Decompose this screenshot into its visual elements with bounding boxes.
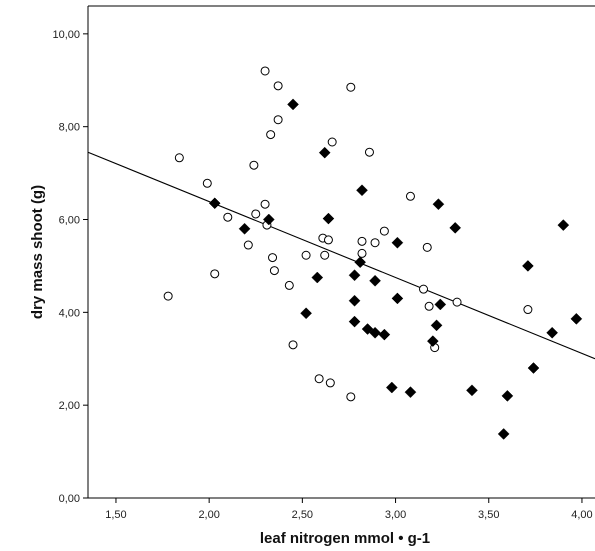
y-tick-label: 4,00 (59, 307, 80, 319)
open-circle-point (323, 235, 333, 245)
data-points (163, 66, 583, 440)
open-circle-point (325, 378, 335, 388)
y-axis-ticks: 0,00 2,00 4,00 6,00 8,00 10,00 (52, 29, 88, 505)
filled-diamond-point (466, 384, 478, 397)
y-tick-label: 8,00 (59, 122, 80, 134)
plot-area (88, 6, 595, 498)
open-circle-point (346, 82, 356, 92)
open-circle-point (523, 305, 533, 315)
filled-diamond-point (430, 319, 443, 332)
x-tick-label: 3,00 (385, 509, 406, 521)
open-circle-point (266, 130, 276, 140)
y-tick-label: 10,00 (52, 29, 80, 41)
filled-diamond-point (348, 294, 361, 307)
filled-diamond-point (311, 271, 324, 284)
filled-diamond-point (208, 197, 221, 210)
filled-diamond-point (287, 98, 299, 111)
filled-diamond-point (348, 269, 361, 282)
filled-diamond-point (300, 307, 312, 320)
x-tick-label: 2,00 (198, 509, 219, 521)
filled-diamond-point (557, 219, 570, 231)
filled-diamond-point (426, 335, 439, 347)
open-circle-point (243, 240, 253, 250)
open-circle-point (405, 191, 415, 201)
open-circle-point (346, 392, 356, 402)
open-circle-point (268, 253, 278, 263)
open-circle-point (379, 226, 389, 236)
y-tick-label: 0,00 (59, 493, 80, 505)
filled-diamond-point (434, 298, 447, 311)
filled-diamond-point (522, 260, 534, 272)
y-tick-label: 6,00 (59, 215, 80, 227)
open-circle-point (223, 212, 233, 222)
filled-diamond-point (322, 212, 335, 225)
open-circle-point (260, 66, 270, 76)
filled-diamond-point (356, 184, 368, 197)
open-circle-point (320, 250, 330, 260)
open-circle-point (452, 297, 462, 307)
filled-diamond-point (262, 213, 275, 226)
filled-diamond-point (497, 428, 510, 440)
open-circle-point (260, 199, 270, 209)
x-axis-title: leaf nitrogen mmol • g-1 (260, 530, 430, 547)
open-circle-point (174, 153, 184, 163)
open-circle-point (357, 248, 367, 258)
open-circle-point (163, 291, 173, 301)
filled-diamond-point (369, 326, 381, 339)
open-circle-point (357, 236, 367, 246)
filled-diamond-point (238, 222, 251, 235)
open-circle-point (273, 81, 283, 91)
x-axis-ticks: 1,50 2,00 2,50 3,00 3,50 4,00 (105, 498, 593, 521)
filled-diamond-point (391, 292, 404, 305)
filled-diamond-point (369, 274, 381, 287)
filled-diamond-point (385, 381, 398, 394)
filled-diamond-point (354, 256, 366, 269)
open-circle-point (422, 242, 432, 252)
open-circle-point (249, 160, 259, 170)
open-circle-point (284, 280, 294, 290)
open-circle-point (424, 301, 434, 311)
y-tick-label: 2,00 (59, 400, 80, 412)
regression-line (87, 151, 595, 360)
filled-diamond-point (432, 198, 445, 211)
x-tick-label: 1,50 (105, 509, 126, 521)
open-circle-point (288, 340, 298, 350)
fit-line (87, 151, 595, 360)
open-circle-point (269, 266, 279, 276)
open-circle-point (327, 137, 337, 147)
filled-diamond-point (378, 328, 391, 341)
x-tick-label: 3,50 (478, 509, 499, 521)
open-circle-point (314, 374, 324, 384)
filled-diamond-point (348, 315, 361, 328)
filled-diamond-point (501, 390, 514, 402)
open-circle-point (210, 269, 220, 279)
open-circle-point (273, 115, 283, 125)
filled-diamond-point (391, 236, 404, 249)
filled-diamond-point (527, 362, 540, 374)
x-tick-label: 2,50 (292, 509, 313, 521)
open-circle-point (419, 284, 429, 294)
open-circle-point (370, 238, 380, 248)
open-circle-point (251, 209, 261, 219)
open-circle-point (202, 178, 212, 188)
filled-diamond-point (570, 312, 583, 325)
open-circle-point (364, 147, 374, 157)
filled-diamond-point (404, 386, 417, 399)
y-axis-title: dry mass shoot (g) (29, 185, 46, 319)
x-tick-label: 4,00 (571, 509, 592, 521)
filled-diamond-point (546, 326, 558, 339)
filled-diamond-point (318, 146, 331, 159)
filled-diamond-point (449, 222, 462, 234)
open-circle-point (301, 250, 311, 260)
